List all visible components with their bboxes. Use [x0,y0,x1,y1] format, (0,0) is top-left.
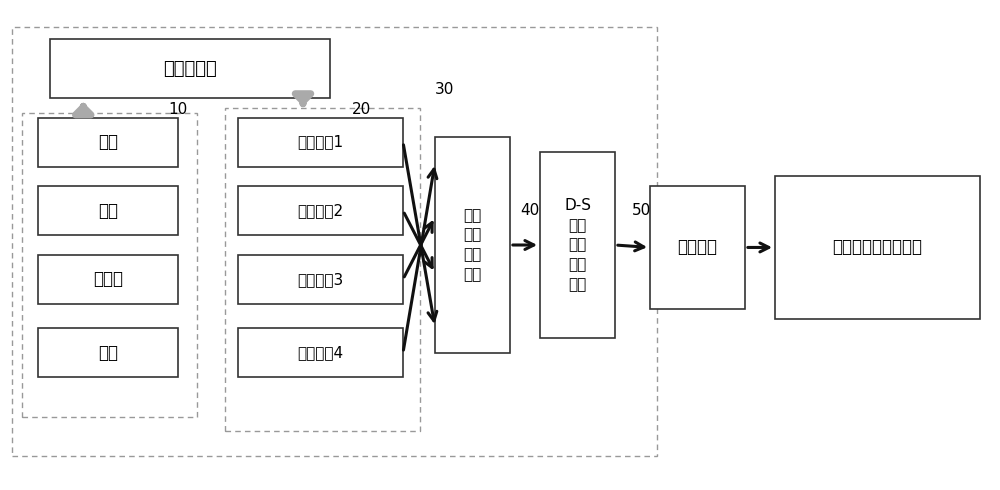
Bar [50,39,330,98]
Bar [38,118,178,167]
Text: 温度: 温度 [98,344,118,362]
Text: 隶属度倄1: 隶属度倄1 [297,135,344,149]
Bar [38,328,178,377]
Text: 50: 50 [632,203,651,218]
Bar [22,113,197,416]
Text: 20: 20 [352,101,371,117]
Text: 30: 30 [435,81,454,97]
Text: 空压机性能识别结果: 空压机性能识别结果 [833,239,923,256]
Text: 隶属度函数: 隶属度函数 [163,60,217,77]
Text: 决策准则: 决策准则 [678,239,718,256]
Bar [38,186,178,235]
Text: D-S
证据
理论
融合
模型: D-S 证据 理论 融合 模型 [564,198,591,292]
Text: 振动: 振动 [98,133,118,151]
Text: 隶属度倄4: 隶属度倄4 [297,345,344,360]
Bar [238,255,403,304]
Text: 40: 40 [520,203,539,218]
Bar [650,186,745,309]
Bar [225,108,420,431]
Bar [238,118,403,167]
Text: 基本
概率
分配
函数: 基本 概率 分配 函数 [463,208,482,282]
Text: 10: 10 [168,101,187,117]
Bar [435,137,510,353]
Text: 电流: 电流 [98,202,118,220]
Bar [775,176,980,318]
Text: 隶属度倄2: 隶属度倄2 [297,203,344,218]
Text: 声发射: 声发射 [93,270,123,288]
Bar [238,328,403,377]
Text: 隶属度倄3: 隶属度倄3 [297,272,344,287]
Bar [38,255,178,304]
Bar [238,186,403,235]
Bar [540,152,615,338]
Bar [12,27,657,456]
